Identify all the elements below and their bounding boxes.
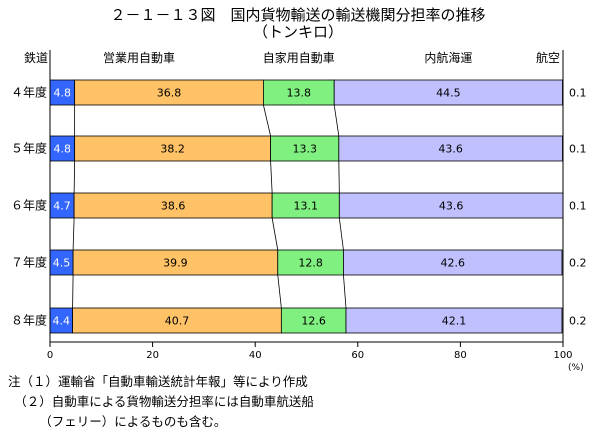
series-header-label: 自家用自動車 [263, 50, 335, 65]
bar-segment [73, 192, 273, 219]
bar-segment [345, 307, 563, 334]
chart-subtitle: （トンキロ） [253, 23, 343, 41]
category-label: ８年度 [11, 313, 47, 328]
data-label: 4.5 [53, 257, 71, 270]
connector-line [338, 217, 344, 251]
bar-segment [338, 135, 563, 162]
connector-line [72, 217, 75, 251]
connector-line [343, 274, 347, 309]
x-tick-label: 40 [249, 350, 262, 361]
x-tick-label: 0 [47, 350, 53, 361]
data-label: 4.4 [53, 315, 71, 328]
data-label: 12.8 [298, 257, 323, 270]
data-label: 4.8 [54, 143, 72, 156]
data-label: 12.6 [301, 315, 326, 328]
notes: 注（１）運輸省「自動車輸送統計年報」等により作成 （２）自動車による貨物輸送分担… [8, 372, 314, 432]
connector-line [73, 160, 76, 194]
data-label: 0.2 [569, 257, 587, 270]
x-tick-label: 20 [146, 350, 159, 361]
category-label: ６年度 [11, 198, 47, 213]
connector-line [277, 274, 282, 309]
bar-segment [49, 79, 76, 106]
series-header-label: 内航海運 [424, 50, 472, 65]
connector-line [263, 104, 271, 137]
data-label: 0.1 [569, 87, 587, 100]
series-headers: 鉄道 営業用自動車 自家用自動車 内航海運 航空 [24, 50, 560, 65]
x-axis: 0 20 40 60 80 100 (%) [47, 50, 584, 372]
x-tick-label: 80 [454, 350, 467, 361]
bars: 4.8 36.8 13.8 44.5 4.8 38.2 13.3 43.6 4.7 38.6 13.… [49, 79, 564, 334]
category-labels: ４年度 ５年度 ６年度 ７年度 ８年度 [11, 85, 47, 328]
x-tick-label: 100 [553, 350, 572, 361]
connector-lines [72, 104, 347, 309]
data-label: 0.1 [569, 200, 587, 213]
chart-title: ２－１－１３図 国内貨物輸送の輸送機関分担率の推移 [110, 6, 485, 24]
x-tick-label: 60 [351, 350, 364, 361]
data-label: 38.6 [161, 200, 186, 213]
series-header-label: 航空 [536, 50, 560, 65]
bar-segment [333, 79, 563, 106]
data-label: 38.2 [160, 143, 185, 156]
bar-segment [74, 79, 264, 106]
data-label: 42.1 [442, 315, 467, 328]
bar-segment [72, 307, 282, 334]
bar-segment [270, 135, 340, 162]
data-label: 42.6 [440, 257, 465, 270]
data-label: 13.1 [293, 200, 318, 213]
bar-segment [271, 192, 340, 219]
bar-segment [49, 192, 75, 219]
data-label: 0.1 [569, 143, 587, 156]
category-label: ５年度 [11, 141, 47, 156]
x-unit-label: (%) [568, 363, 584, 372]
bar-segment [72, 249, 279, 276]
connector-line [333, 104, 340, 137]
data-label: 13.3 [292, 143, 317, 156]
bar-segment [74, 135, 271, 162]
note-line: （２）自動車による貨物輸送分担率には自動車航送船 [8, 394, 314, 409]
data-label: 43.6 [439, 200, 464, 213]
side-value-labels: 0.1 0.1 0.1 0.2 0.2 [569, 87, 587, 328]
connector-line [338, 160, 340, 194]
data-label: 36.8 [157, 87, 182, 100]
data-label: 13.8 [287, 87, 312, 100]
category-label: ４年度 [11, 85, 47, 100]
data-label: 4.7 [53, 200, 71, 213]
note-line: 注（１）運輸省「自動車輸送統計年報」等により作成 [8, 374, 308, 389]
connector-line [72, 274, 74, 309]
note-line: （フェリー）によるものも含む。 [8, 414, 227, 429]
bar-segment [49, 135, 76, 162]
bar-segment [277, 249, 344, 276]
category-label: ７年度 [11, 255, 47, 270]
series-header-label: 営業用自動車 [103, 51, 175, 65]
data-label: 39.9 [163, 257, 188, 270]
data-label: 4.8 [54, 87, 72, 100]
chart: ２－１－１３図 国内貨物輸送の輸送機関分担率の推移 （トンキロ） 鉄道 営業用自動… [11, 6, 587, 372]
data-label: 0.2 [569, 315, 587, 328]
connector-line [271, 217, 279, 251]
data-label: 44.5 [436, 87, 461, 100]
series-header-label: 鉄道 [24, 50, 48, 65]
bar-segment [263, 79, 335, 106]
data-label: 43.6 [438, 143, 463, 156]
bar-segment [338, 192, 564, 219]
bar-segment [280, 307, 347, 334]
connector-line [270, 160, 273, 194]
bar-segment [343, 249, 563, 276]
data-label: 40.7 [165, 315, 190, 328]
